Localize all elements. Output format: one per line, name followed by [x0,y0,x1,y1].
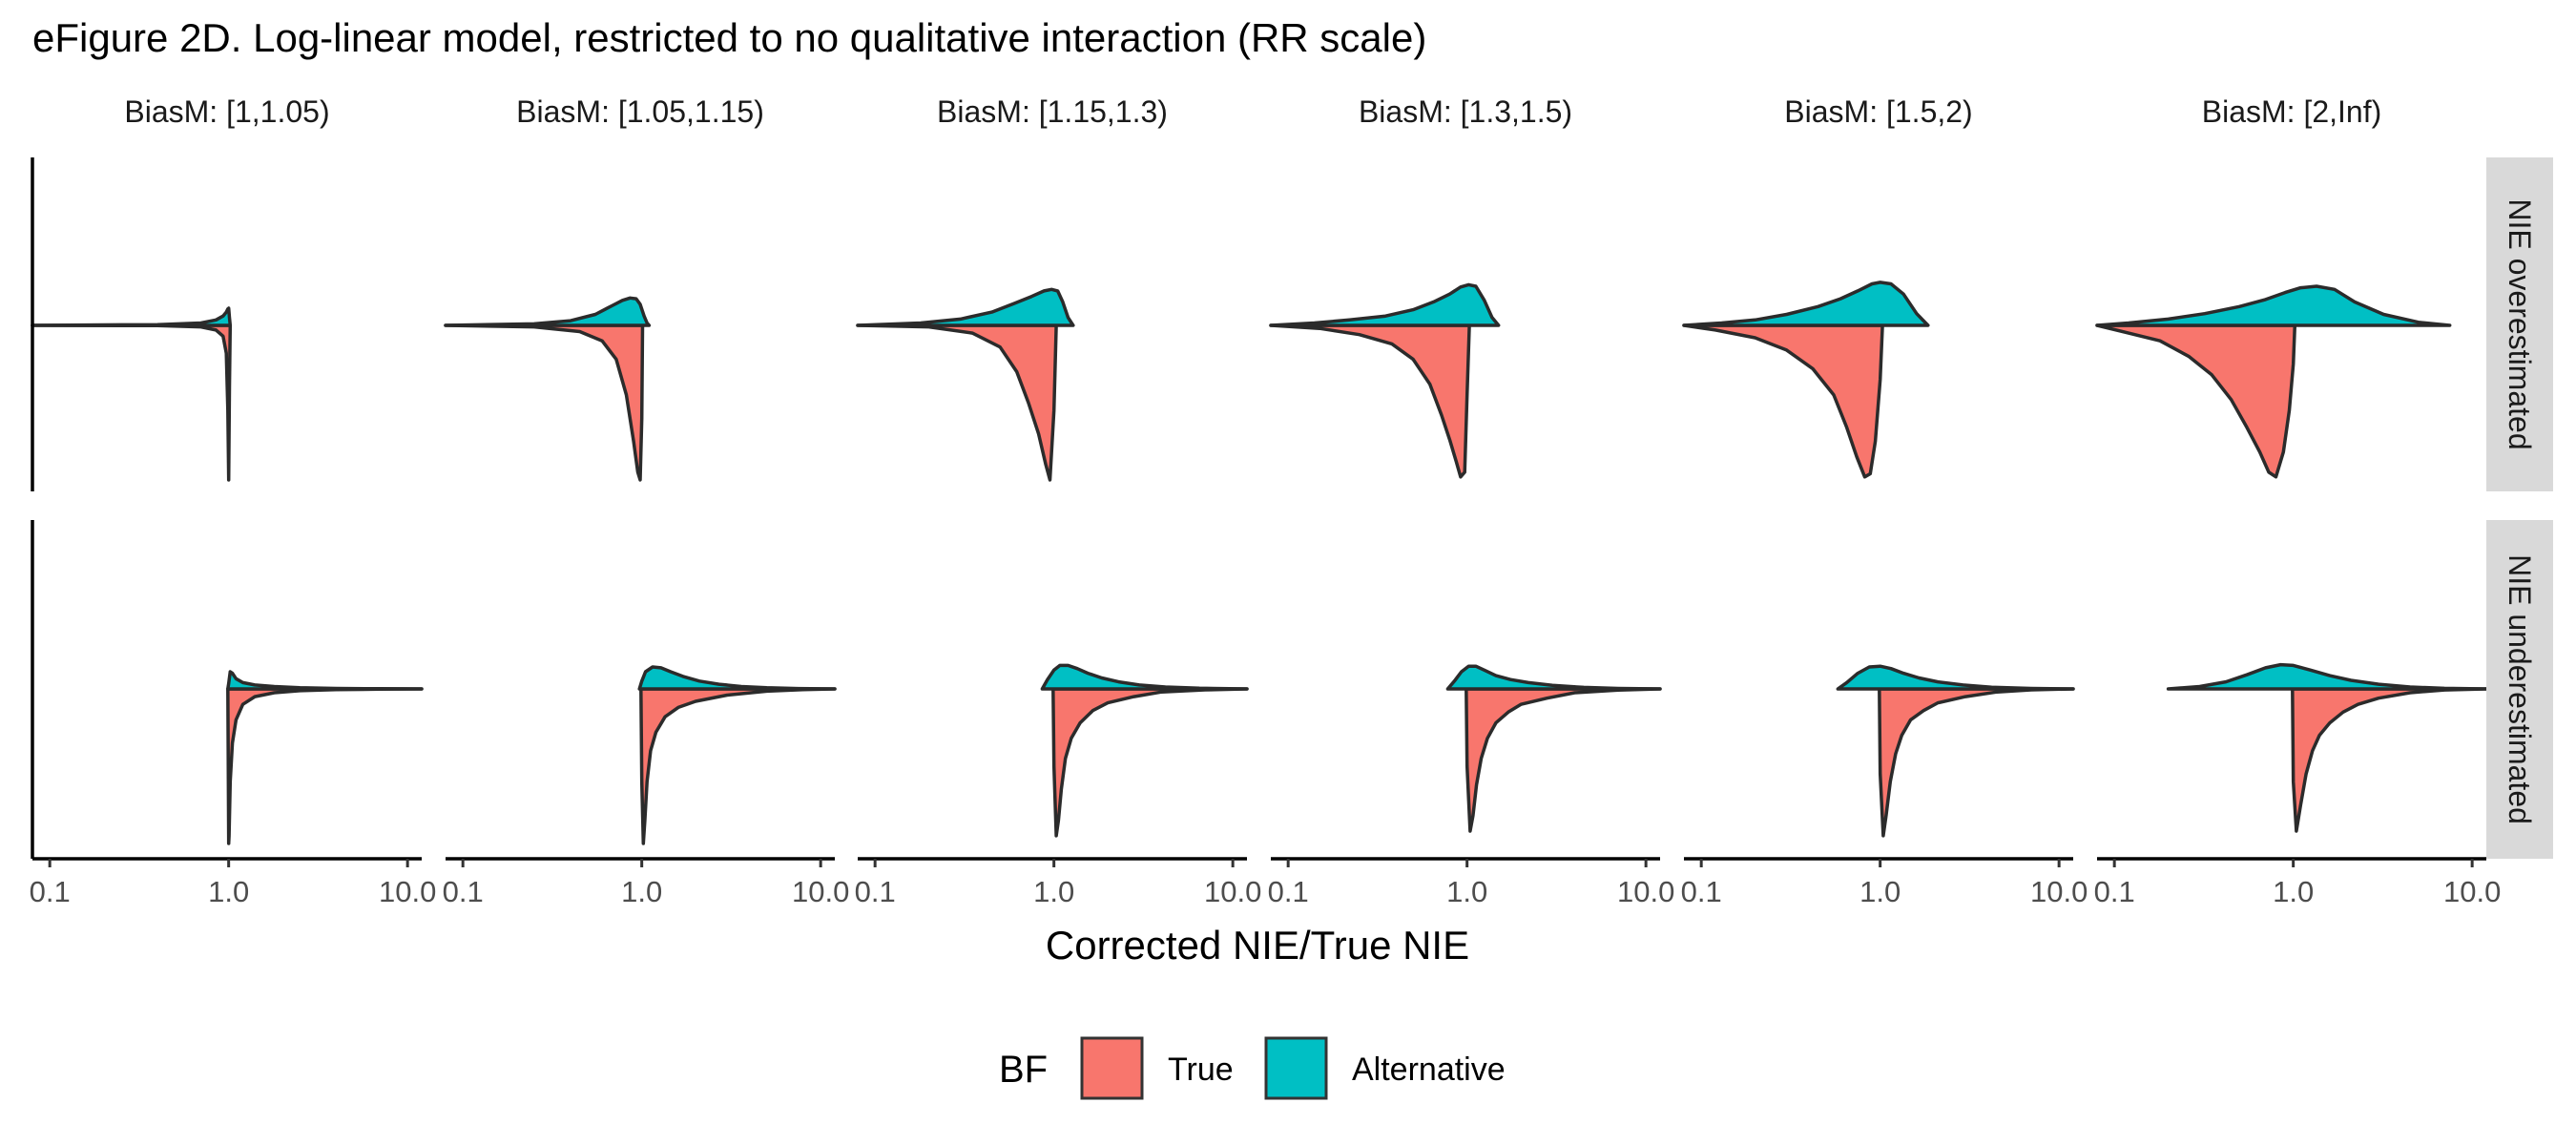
density-true-r1-c0 [226,687,424,845]
x-tick-label-col-2-0: 0.1 [855,875,896,908]
x-tick-label-col-4-0: 0.1 [1681,875,1722,908]
density-true-r1-c1 [639,687,837,845]
chart-title: eFigure 2D. Log-linear model, restricted… [32,15,1426,60]
legend-title: BF [999,1049,1048,1091]
panel-r0-c1 [444,296,652,482]
x-tick-label-col-3-0: 0.1 [1268,875,1309,908]
x-tick-label-col-0-0: 0.1 [30,875,71,908]
facet-strip-col-4: BiasM: [1.5,2) [1784,94,1972,129]
density-alternative-r0-c5 [2095,284,2452,327]
density-true-r0-c5 [2095,323,2297,479]
density-true-r0-c4 [1682,323,1884,479]
panel-r0-c5 [2095,284,2452,479]
legend-label-alternative: Alternative [1352,1051,1506,1088]
facet-strip-row-bg-1 [2486,520,2553,859]
density-alternative-r1-c3 [1445,664,1662,691]
facet-strip-col-5: BiasM: [2,Inf) [2202,94,2382,129]
density-true-r1-c3 [1465,687,1662,833]
legend: BF True Alternative [999,1036,1506,1100]
panel-r1-c5 [2166,662,2488,833]
panel-r0-c0 [31,306,233,482]
x-tick-label-col-3-1: 1.0 [1446,875,1487,908]
x-tick-label-col-4-2: 10.0 [2030,875,2088,908]
density-true-r0-c2 [856,323,1058,482]
facet-strip-row-1: NIE underestimated [2503,554,2537,824]
density-alternative-r1-c1 [637,665,837,691]
x-tick-label-col-0-1: 1.0 [208,875,249,908]
density-alternative-r1-c2 [1040,663,1249,691]
density-alternative-r1-c4 [1836,664,2075,691]
density-true-r1-c5 [2291,687,2488,833]
x-tick-label-col-5-1: 1.0 [2273,875,2314,908]
density-true-r1-c2 [1051,687,1249,838]
density-alternative-r1-c5 [2166,662,2488,691]
x-tick-label-col-5-2: 10.0 [2443,875,2501,908]
panels-layer [31,281,2488,845]
x-tick-label-col-3-2: 10.0 [1617,875,1674,908]
facet-strip-row-bg-0 [2486,157,2553,491]
facet-strip-col-2: BiasM: [1.15,1.3) [937,94,1168,129]
x-tick-label-col-5-0: 0.1 [2094,875,2135,908]
panel-r1-c3 [1445,664,1662,833]
x-tick-label-col-1-1: 1.0 [621,875,662,908]
facet-strips: BiasM: [1,1.05) BiasM: [1.05,1.15) BiasM: … [124,94,2553,859]
panel-r0-c3 [1269,282,1501,479]
facet-strip-col-1: BiasM: [1.05,1.15) [516,94,764,129]
facet-strip-row-0: NIE overestimated [2503,198,2537,449]
facet-strip-col-3: BiasM: [1.3,1.5) [1359,94,1572,129]
density-true-r0-c0 [31,323,233,482]
legend-key-alternative [1264,1036,1328,1100]
panel-r1-c2 [1040,663,1249,838]
x-tick-label-col-0-2: 10.0 [379,875,436,908]
x-tick-label-col-2-1: 1.0 [1033,875,1074,908]
panel-r0-c4 [1682,281,1930,479]
density-alternative-r0-c3 [1269,282,1501,327]
density-true-r0-c1 [444,323,645,482]
density-alternative-r0-c1 [444,296,652,327]
density-true-r1-c4 [1878,687,2075,838]
panel-r1-c1 [637,665,837,845]
x-tick-label-col-1-0: 0.1 [443,875,484,908]
panel-r0-c2 [856,287,1075,482]
legend-label-true: True [1168,1051,1234,1088]
panel-r1-c4 [1836,664,2075,838]
x-tick-label-col-2-2: 10.0 [1204,875,1261,908]
x-axis-title: Corrected NIE/True NIE [1046,923,1469,968]
density-alternative-r0-c2 [856,287,1075,327]
density-alternative-r1-c0 [226,670,424,691]
facet-strip-col-0: BiasM: [1,1.05) [124,94,329,129]
x-tick-label-col-4-1: 1.0 [1859,875,1901,908]
axes-layer: 0.1 1.0 10.0 0.1 1.0 10.0 0.1 1.0 10.0 0.1 1.0 10.0… [30,157,2501,908]
density-true-r0-c3 [1269,323,1471,479]
panel-r1-c0 [226,670,424,845]
density-alternative-r0-c0 [31,306,233,327]
x-tick-label-col-1-2: 10.0 [792,875,849,908]
legend-key-true [1080,1036,1144,1100]
density-alternative-r0-c4 [1682,281,1930,327]
